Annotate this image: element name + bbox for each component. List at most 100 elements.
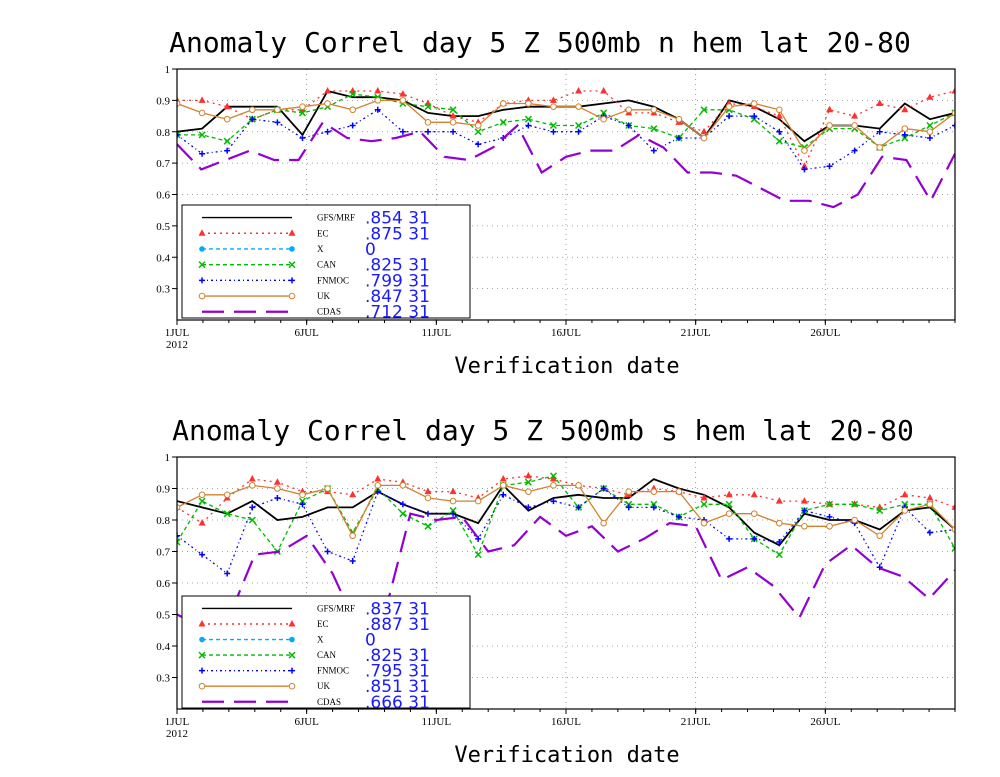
marker-triangle [499, 475, 507, 482]
marker-plus [199, 667, 205, 674]
series-gfsmrf [177, 89, 955, 143]
marker-x [474, 128, 482, 136]
legend-series-name: CDAS [317, 307, 341, 317]
marker-x [499, 118, 507, 126]
marker-plus [199, 150, 206, 157]
marker-triangle [750, 490, 758, 498]
marker-x [177, 538, 181, 546]
marker-plus [399, 501, 406, 508]
marker-plus [299, 135, 306, 142]
y-tick-label: 0.7 [156, 158, 170, 170]
marker-x [951, 544, 955, 552]
legend-series-score: .795 31 [365, 662, 430, 682]
marker-x [449, 106, 457, 114]
legend-series-name: EC [317, 228, 329, 238]
x-tick-label: 21JUL [681, 716, 711, 728]
y-tick-label: 0.3 [156, 673, 170, 685]
marker-plus [625, 504, 632, 511]
marker-triangle [449, 112, 457, 119]
marker-plus [675, 513, 682, 520]
series-line [177, 93, 955, 149]
marker-plus [289, 277, 295, 284]
y-tick-label: 1 [165, 452, 171, 464]
marker-triangle [700, 127, 708, 135]
marker-circle [951, 526, 955, 533]
marker-triangle [248, 475, 256, 482]
marker-triangle [349, 490, 357, 498]
marker-x [825, 500, 834, 508]
marker-circle [826, 122, 833, 129]
marker-circle [550, 482, 557, 489]
marker-plus [826, 513, 833, 520]
marker-plus [575, 504, 582, 511]
marker-plus [600, 485, 607, 492]
series-line [177, 484, 955, 538]
marker-plus [926, 135, 933, 142]
legend-series-name: FNMOC [317, 275, 349, 285]
marker-circle [801, 523, 808, 530]
marker-x [223, 510, 231, 518]
marker-triangle [951, 86, 955, 94]
x-tick-year-label: 2012 [166, 339, 188, 351]
marker-x [449, 507, 457, 515]
marker-circle [876, 144, 884, 151]
marker-circle [177, 504, 181, 511]
marker-x [288, 651, 296, 659]
marker-plus [550, 128, 557, 135]
x-axis-title: Verification date [454, 354, 679, 379]
series-uk [177, 482, 955, 540]
marker-circle [700, 134, 708, 142]
marker-plus [274, 494, 281, 501]
marker-circle [776, 106, 783, 114]
marker-circle [525, 100, 532, 107]
legend-series-score: .825 31 [365, 646, 430, 666]
marker-circle [424, 494, 432, 502]
y-tick-label: 0.9 [156, 95, 170, 107]
legend-series-score: .847 31 [365, 287, 430, 307]
legend-series-score: .666 31 [365, 693, 430, 713]
marker-circle [248, 106, 256, 114]
legend-series-name: CAN [317, 650, 337, 660]
legend-series-name: X [317, 635, 324, 645]
marker-plus [349, 557, 356, 564]
series-line [177, 99, 955, 152]
marker-plus [525, 122, 532, 129]
legend-series-score: .799 31 [365, 271, 430, 291]
marker-plus [274, 119, 281, 126]
y-tick-label: 1 [165, 64, 171, 76]
x-tick-label: 16JUL [551, 716, 581, 728]
marker-x [775, 137, 783, 145]
marker-circle [374, 97, 382, 104]
marker-dot [289, 636, 295, 643]
marker-circle [675, 115, 683, 123]
marker-plus [801, 507, 808, 514]
plot-frame [176, 68, 956, 321]
marker-circle [223, 115, 231, 123]
marker-triangle [901, 105, 909, 113]
marker-circle [700, 519, 708, 527]
marker-plus [199, 277, 205, 284]
marker-plus [349, 122, 356, 129]
marker-circle [901, 125, 909, 132]
marker-circle [349, 532, 356, 540]
y-tick-label: 0.5 [156, 221, 170, 233]
x-tick-year-label: 2012 [166, 728, 188, 740]
marker-plus [324, 548, 331, 555]
marker-x [474, 551, 482, 559]
marker-plus [952, 122, 955, 129]
marker-x [399, 510, 407, 518]
x-tick-label: 1JUL [165, 327, 190, 339]
marker-circle [851, 122, 858, 129]
series-line [177, 89, 955, 143]
marker-triangle [374, 86, 382, 94]
marker-plus [851, 147, 858, 154]
marker-circle [299, 103, 306, 110]
marker-triangle [324, 86, 332, 94]
marker-circle [750, 510, 758, 518]
y-tick-label: 0.4 [156, 252, 170, 264]
marker-plus [901, 131, 908, 138]
marker-circle [248, 482, 256, 489]
marker-plus [374, 488, 381, 495]
marker-x [524, 115, 532, 123]
